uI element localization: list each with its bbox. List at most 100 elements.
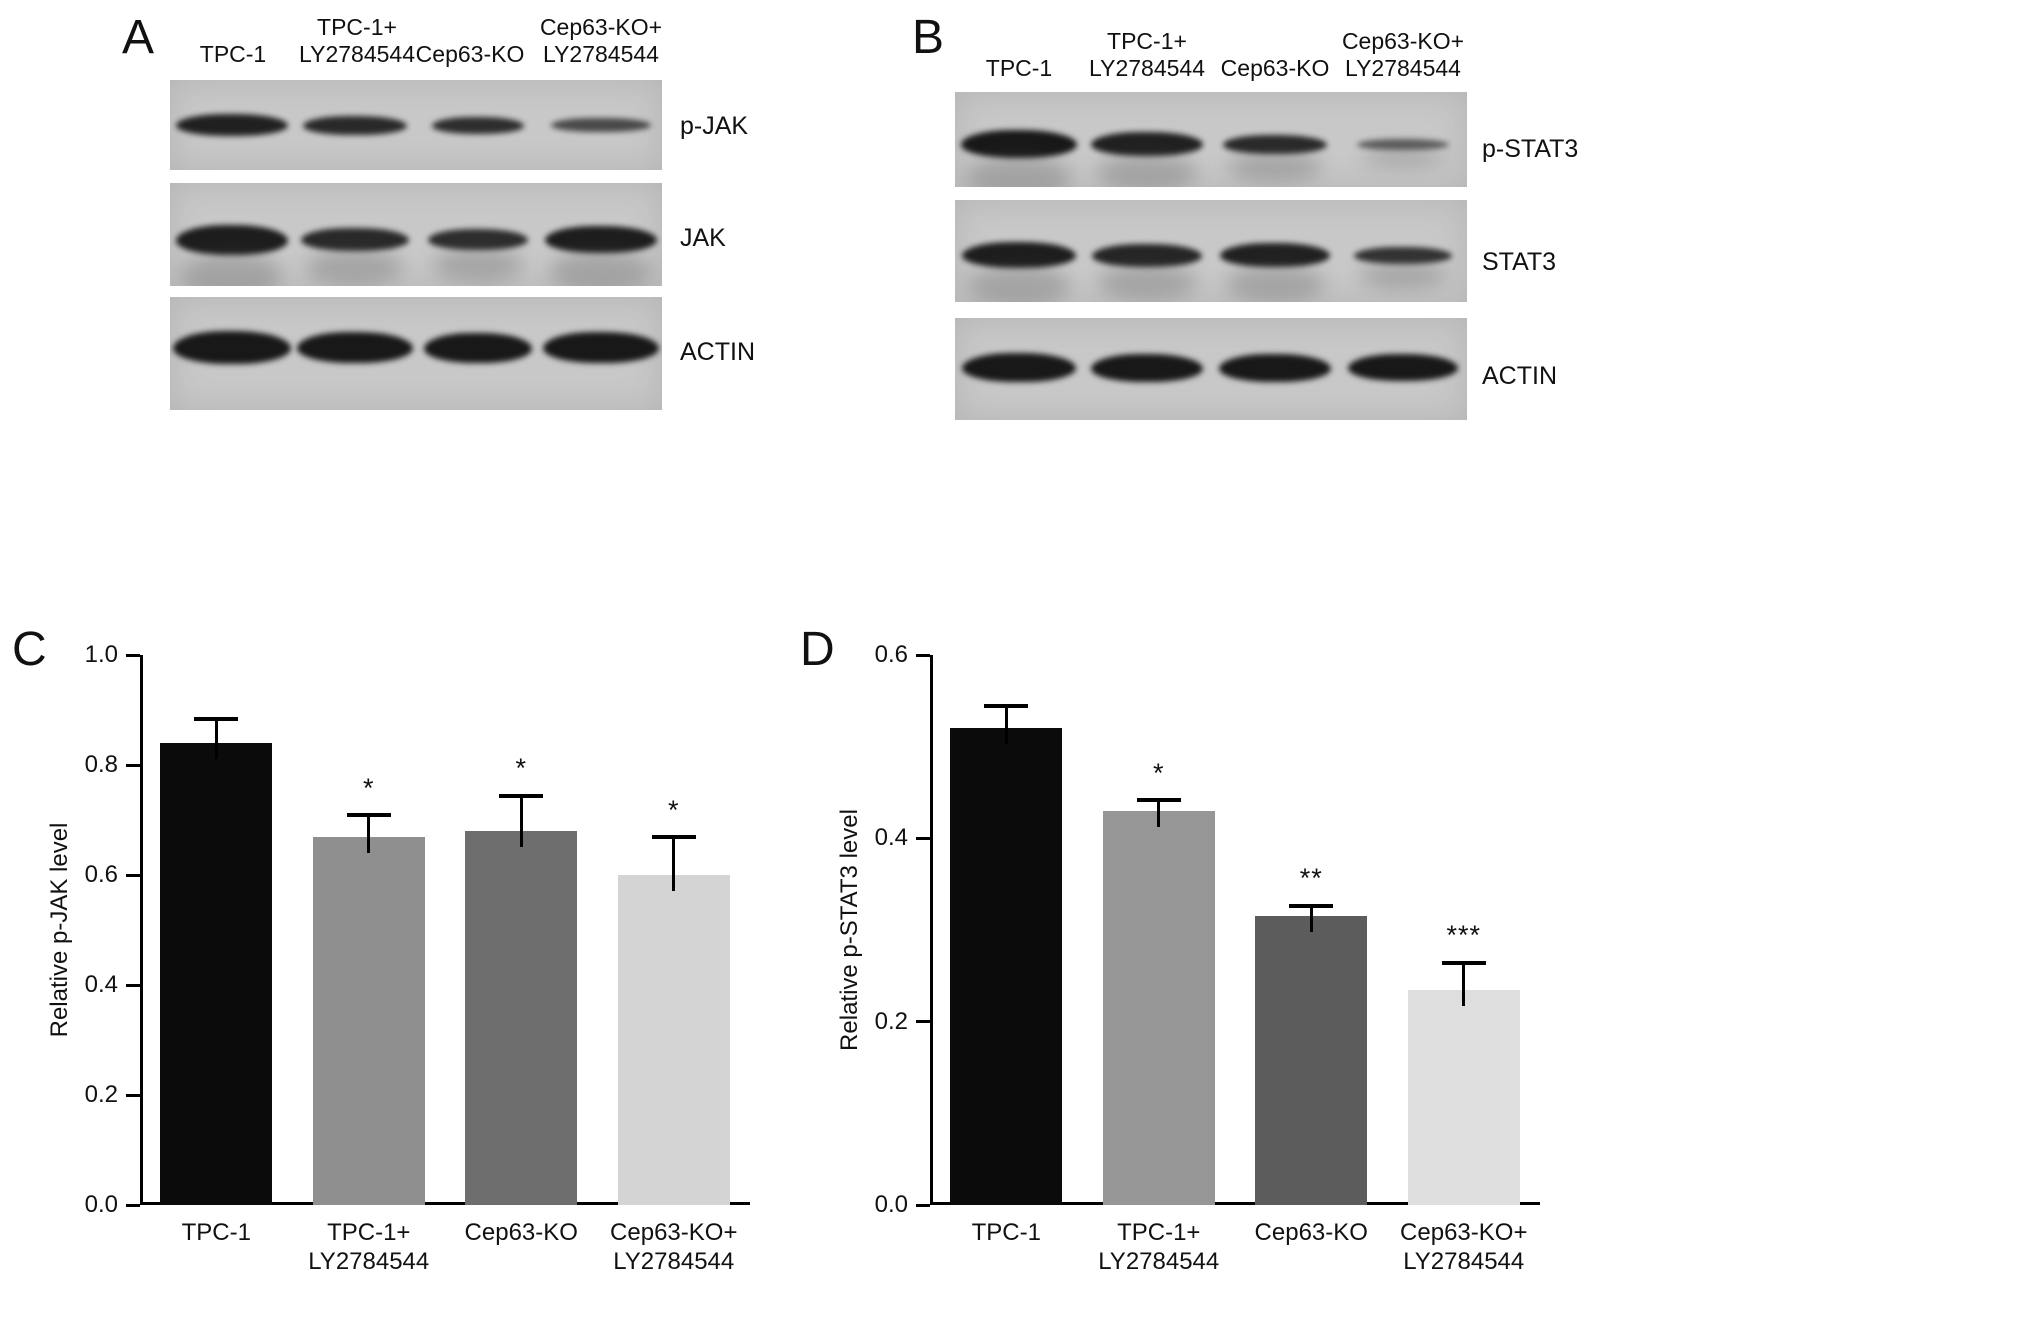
blot-band: [300, 228, 409, 252]
blot-strip: [170, 183, 662, 286]
error-bar-stem: [214, 718, 218, 759]
blot-band: [1348, 354, 1458, 382]
y-tick-label: 0.4: [874, 824, 908, 852]
blot-band: [427, 229, 528, 251]
y-tick-label: 0.4: [84, 971, 118, 998]
blot-target-label: ACTIN: [1482, 362, 1557, 390]
blot-band: [1223, 134, 1327, 154]
blot-band: [423, 332, 532, 363]
blot-smear: [1096, 153, 1198, 187]
blot-smear: [1358, 261, 1448, 290]
bar: [1102, 810, 1215, 1205]
y-tick-label: 0.6: [874, 641, 908, 668]
y-axis-tick: [916, 653, 930, 657]
significance-stars: *: [667, 794, 680, 825]
bar: [1407, 989, 1520, 1205]
error-bar-stem: [519, 795, 523, 847]
plot-axes: [930, 655, 1540, 1205]
blot-band: [961, 130, 1077, 159]
y-axis-tick: [126, 873, 140, 877]
y-tick-label: 0.2: [84, 1081, 118, 1108]
lane-label: Cep63-KO+ LY2784544: [539, 13, 663, 67]
y-axis-tick: [126, 763, 140, 767]
x-category-label: TPC-1: [971, 1219, 1041, 1246]
x-category-label: TPC-1+ LY2784544: [308, 1219, 430, 1275]
error-bar-cap: [194, 716, 239, 721]
y-tick-label: 0.8: [84, 751, 118, 778]
blot-target-label: STAT3: [1482, 248, 1557, 276]
blot-strip: [955, 92, 1467, 187]
blot-strip: [170, 297, 662, 410]
bar-chart-p-stat3: 0.0 0.2 0.4 0.6 Relative p-STAT3 level TPC-1 *…: [820, 630, 1600, 1328]
bar: [160, 743, 273, 1205]
lane-label: Cep63-KO: [415, 40, 525, 67]
x-category-label: Cep63-KO+ LY2784544: [610, 1219, 738, 1275]
x-category-label: TPC-1+ LY2784544: [1098, 1219, 1220, 1275]
blot-smear: [1225, 264, 1325, 302]
y-axis-tick: [916, 1203, 930, 1207]
bar: [465, 831, 578, 1205]
blot-strip: [955, 318, 1467, 420]
blot-band: [1091, 353, 1203, 382]
panel-label-a: A: [122, 11, 155, 64]
error-bar-cap: [1441, 960, 1486, 965]
blot-smear: [1228, 151, 1322, 183]
blot-band: [296, 332, 413, 364]
lane-label: Cep63-KO+ LY2784544: [1341, 27, 1465, 81]
blot-smear: [966, 155, 1072, 187]
blot-band: [1357, 138, 1449, 150]
error-bar-cap: [651, 835, 696, 839]
blot-target-label: JAK: [680, 224, 726, 252]
blot-band: [1092, 243, 1202, 267]
error-bar-stem: [1157, 799, 1161, 827]
significance-stars: *: [1152, 757, 1165, 788]
lane-label: TPC-1+ LY2784544: [1089, 27, 1205, 81]
x-category-label: Cep63-KO: [464, 1219, 578, 1246]
blot-band: [1091, 132, 1203, 157]
significance-stars: **: [1299, 863, 1323, 894]
y-axis-tick: [126, 983, 140, 987]
blot-target-label: p-JAK: [680, 112, 749, 140]
blot-band: [1219, 353, 1331, 382]
blot-smear: [181, 251, 282, 286]
blot-band: [962, 242, 1076, 269]
error-bar-stem: [1309, 905, 1313, 933]
plot-axes: [140, 655, 750, 1205]
y-tick-label: 0.6: [84, 861, 118, 888]
bar: [312, 836, 425, 1205]
blot-band: [175, 114, 288, 136]
y-axis-label: Relative p-JAK level: [46, 822, 73, 1038]
bar: [617, 875, 730, 1205]
bar: [950, 728, 1063, 1205]
lane-label: TPC-1: [985, 54, 1053, 81]
y-axis-tick: [126, 1203, 140, 1207]
blot-smear: [305, 248, 404, 286]
blot-band: [962, 353, 1076, 383]
blot-band: [175, 224, 288, 255]
x-category-label: Cep63-KO: [1254, 1219, 1368, 1246]
blot-smear: [432, 248, 523, 282]
blot-band: [1220, 243, 1330, 268]
bar-chart-p-jak: 0.0 0.2 0.4 0.6 0.8 1.0 Relative p-JAK level TP…: [30, 630, 810, 1328]
lane-label: Cep63-KO: [1220, 54, 1330, 81]
x-category-label: Cep63-KO+ LY2784544: [1400, 1219, 1528, 1275]
error-bar-cap: [346, 813, 391, 817]
blot-band: [1354, 246, 1452, 264]
error-bar-stem: [1004, 705, 1008, 745]
blot-smear: [550, 250, 651, 286]
significance-stars: ***: [1446, 920, 1482, 951]
error-bar-cap: [1289, 903, 1334, 908]
y-axis-tick: [916, 1020, 930, 1024]
y-tick-label: 1.0: [84, 641, 118, 668]
blot-target-label: ACTIN: [680, 338, 755, 366]
panel-label-b: B: [912, 11, 945, 64]
blot-target-label: p-STAT3: [1482, 135, 1579, 163]
y-tick-label: 0.2: [874, 1007, 908, 1035]
blot-band: [172, 331, 291, 365]
error-bar-stem: [367, 814, 371, 853]
y-axis-tick: [126, 653, 140, 657]
x-category-label: TPC-1: [181, 1219, 251, 1246]
blot-band: [544, 226, 657, 254]
blot-band: [431, 116, 524, 134]
